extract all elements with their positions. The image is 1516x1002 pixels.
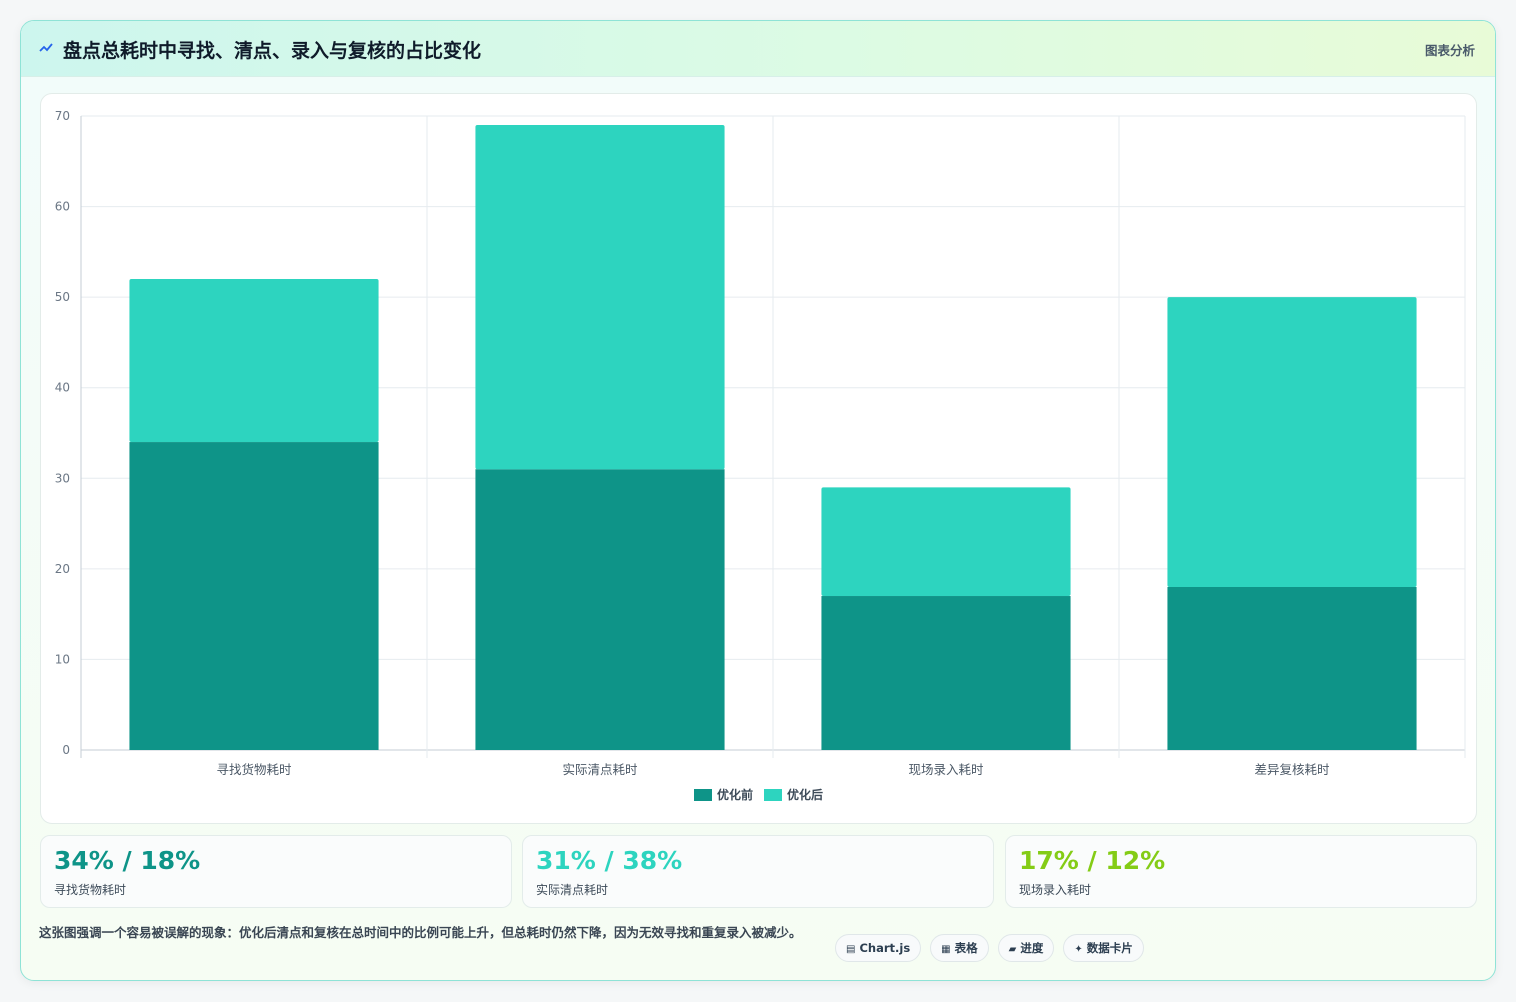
chip-label: 表格 bbox=[954, 941, 978, 955]
stat-value: 31% / 38% bbox=[536, 846, 683, 875]
chip-chartjs[interactable]: ▤ Chart.js bbox=[835, 934, 922, 962]
page-title: 盘点总耗时中寻找、清点、录入与复核的占比变化 bbox=[63, 40, 482, 62]
legend-label: 优化后 bbox=[787, 787, 823, 802]
progress-icon: ▰ bbox=[1008, 944, 1017, 955]
stacked-bar-chart: 0 10 20 30 40 50 60 70 寻找货物耗时 实际清点耗时 现场录入耗时 差异复核耗时优… bbox=[55, 109, 1466, 802]
bar-segment bbox=[821, 487, 1071, 597]
y-tick-label: 20 bbox=[55, 562, 70, 576]
x-tick-label: 寻找货物耗时 bbox=[216, 762, 292, 777]
chart-panel: 0 10 20 30 40 50 60 70 寻找货物耗时 实际清点耗时 现场录入耗时 差异复核耗时优… bbox=[40, 93, 1477, 824]
chart-analysis-tag: 图表分析 bbox=[1424, 43, 1475, 58]
bar-segment bbox=[821, 596, 1071, 750]
table-icon: ▦ bbox=[941, 944, 951, 955]
x-tick-label: 实际清点耗时 bbox=[562, 762, 638, 777]
tech-chips: ▤ Chart.js ▦ 表格 ▰ 进度 ✦ 数据卡片 bbox=[835, 934, 1144, 962]
stat-label: 寻找货物耗时 bbox=[54, 883, 127, 897]
legend-swatch bbox=[694, 789, 712, 801]
chart-note: 这张图强调一个容易被误解的现象：优化后清点和复核在总时间中的比例可能上升，但总耗… bbox=[39, 925, 802, 940]
chip-label: Chart.js bbox=[859, 941, 911, 955]
sparkle-icon: ✦ bbox=[1074, 944, 1083, 955]
x-tick-label: 差异复核耗时 bbox=[1254, 762, 1330, 777]
chart-icon: ▤ bbox=[846, 944, 856, 955]
stat-value: 17% / 12% bbox=[1019, 846, 1166, 875]
y-tick-label: 0 bbox=[62, 743, 70, 757]
legend-label: 优化前 bbox=[717, 787, 753, 802]
bar-segment bbox=[1167, 297, 1417, 587]
stat-card-count: 31% / 38% 实际清点耗时 bbox=[522, 835, 994, 908]
y-tick-label: 40 bbox=[55, 381, 70, 395]
chart-card: 盘点总耗时中寻找、清点、录入与复核的占比变化 图表分析 0 10 20 30 40 50 6… bbox=[20, 20, 1496, 981]
chip-label: 进度 bbox=[1020, 941, 1044, 955]
x-tick-label: 现场录入耗时 bbox=[908, 762, 984, 777]
bar-segment bbox=[129, 442, 379, 750]
stat-label: 现场录入耗时 bbox=[1019, 883, 1092, 897]
chip-progress[interactable]: ▰ 进度 bbox=[997, 934, 1055, 962]
y-tick-label: 60 bbox=[55, 200, 70, 214]
legend-swatch bbox=[764, 789, 782, 801]
stat-value: 34% / 18% bbox=[54, 846, 201, 875]
chip-table[interactable]: ▦ 表格 bbox=[930, 934, 989, 962]
y-tick-label: 30 bbox=[55, 471, 70, 485]
y-tick-label: 70 bbox=[55, 109, 70, 123]
bar-segment bbox=[475, 125, 725, 470]
stat-card-entry: 17% / 12% 现场录入耗时 bbox=[1005, 835, 1477, 908]
y-tick-label: 10 bbox=[55, 652, 70, 666]
stat-card-search: 34% / 18% 寻找货物耗时 bbox=[40, 835, 512, 908]
trend-icon bbox=[39, 43, 53, 52]
stat-label: 实际清点耗时 bbox=[536, 883, 609, 897]
bar-segment bbox=[1167, 586, 1417, 750]
bar-segment bbox=[475, 469, 725, 750]
bar-segment bbox=[129, 279, 379, 443]
chip-label: 数据卡片 bbox=[1086, 941, 1133, 955]
y-tick-label: 50 bbox=[55, 290, 70, 304]
chip-data-card[interactable]: ✦ 数据卡片 bbox=[1063, 934, 1144, 962]
card-header: 盘点总耗时中寻找、清点、录入与复核的占比变化 图表分析 bbox=[21, 21, 1495, 77]
